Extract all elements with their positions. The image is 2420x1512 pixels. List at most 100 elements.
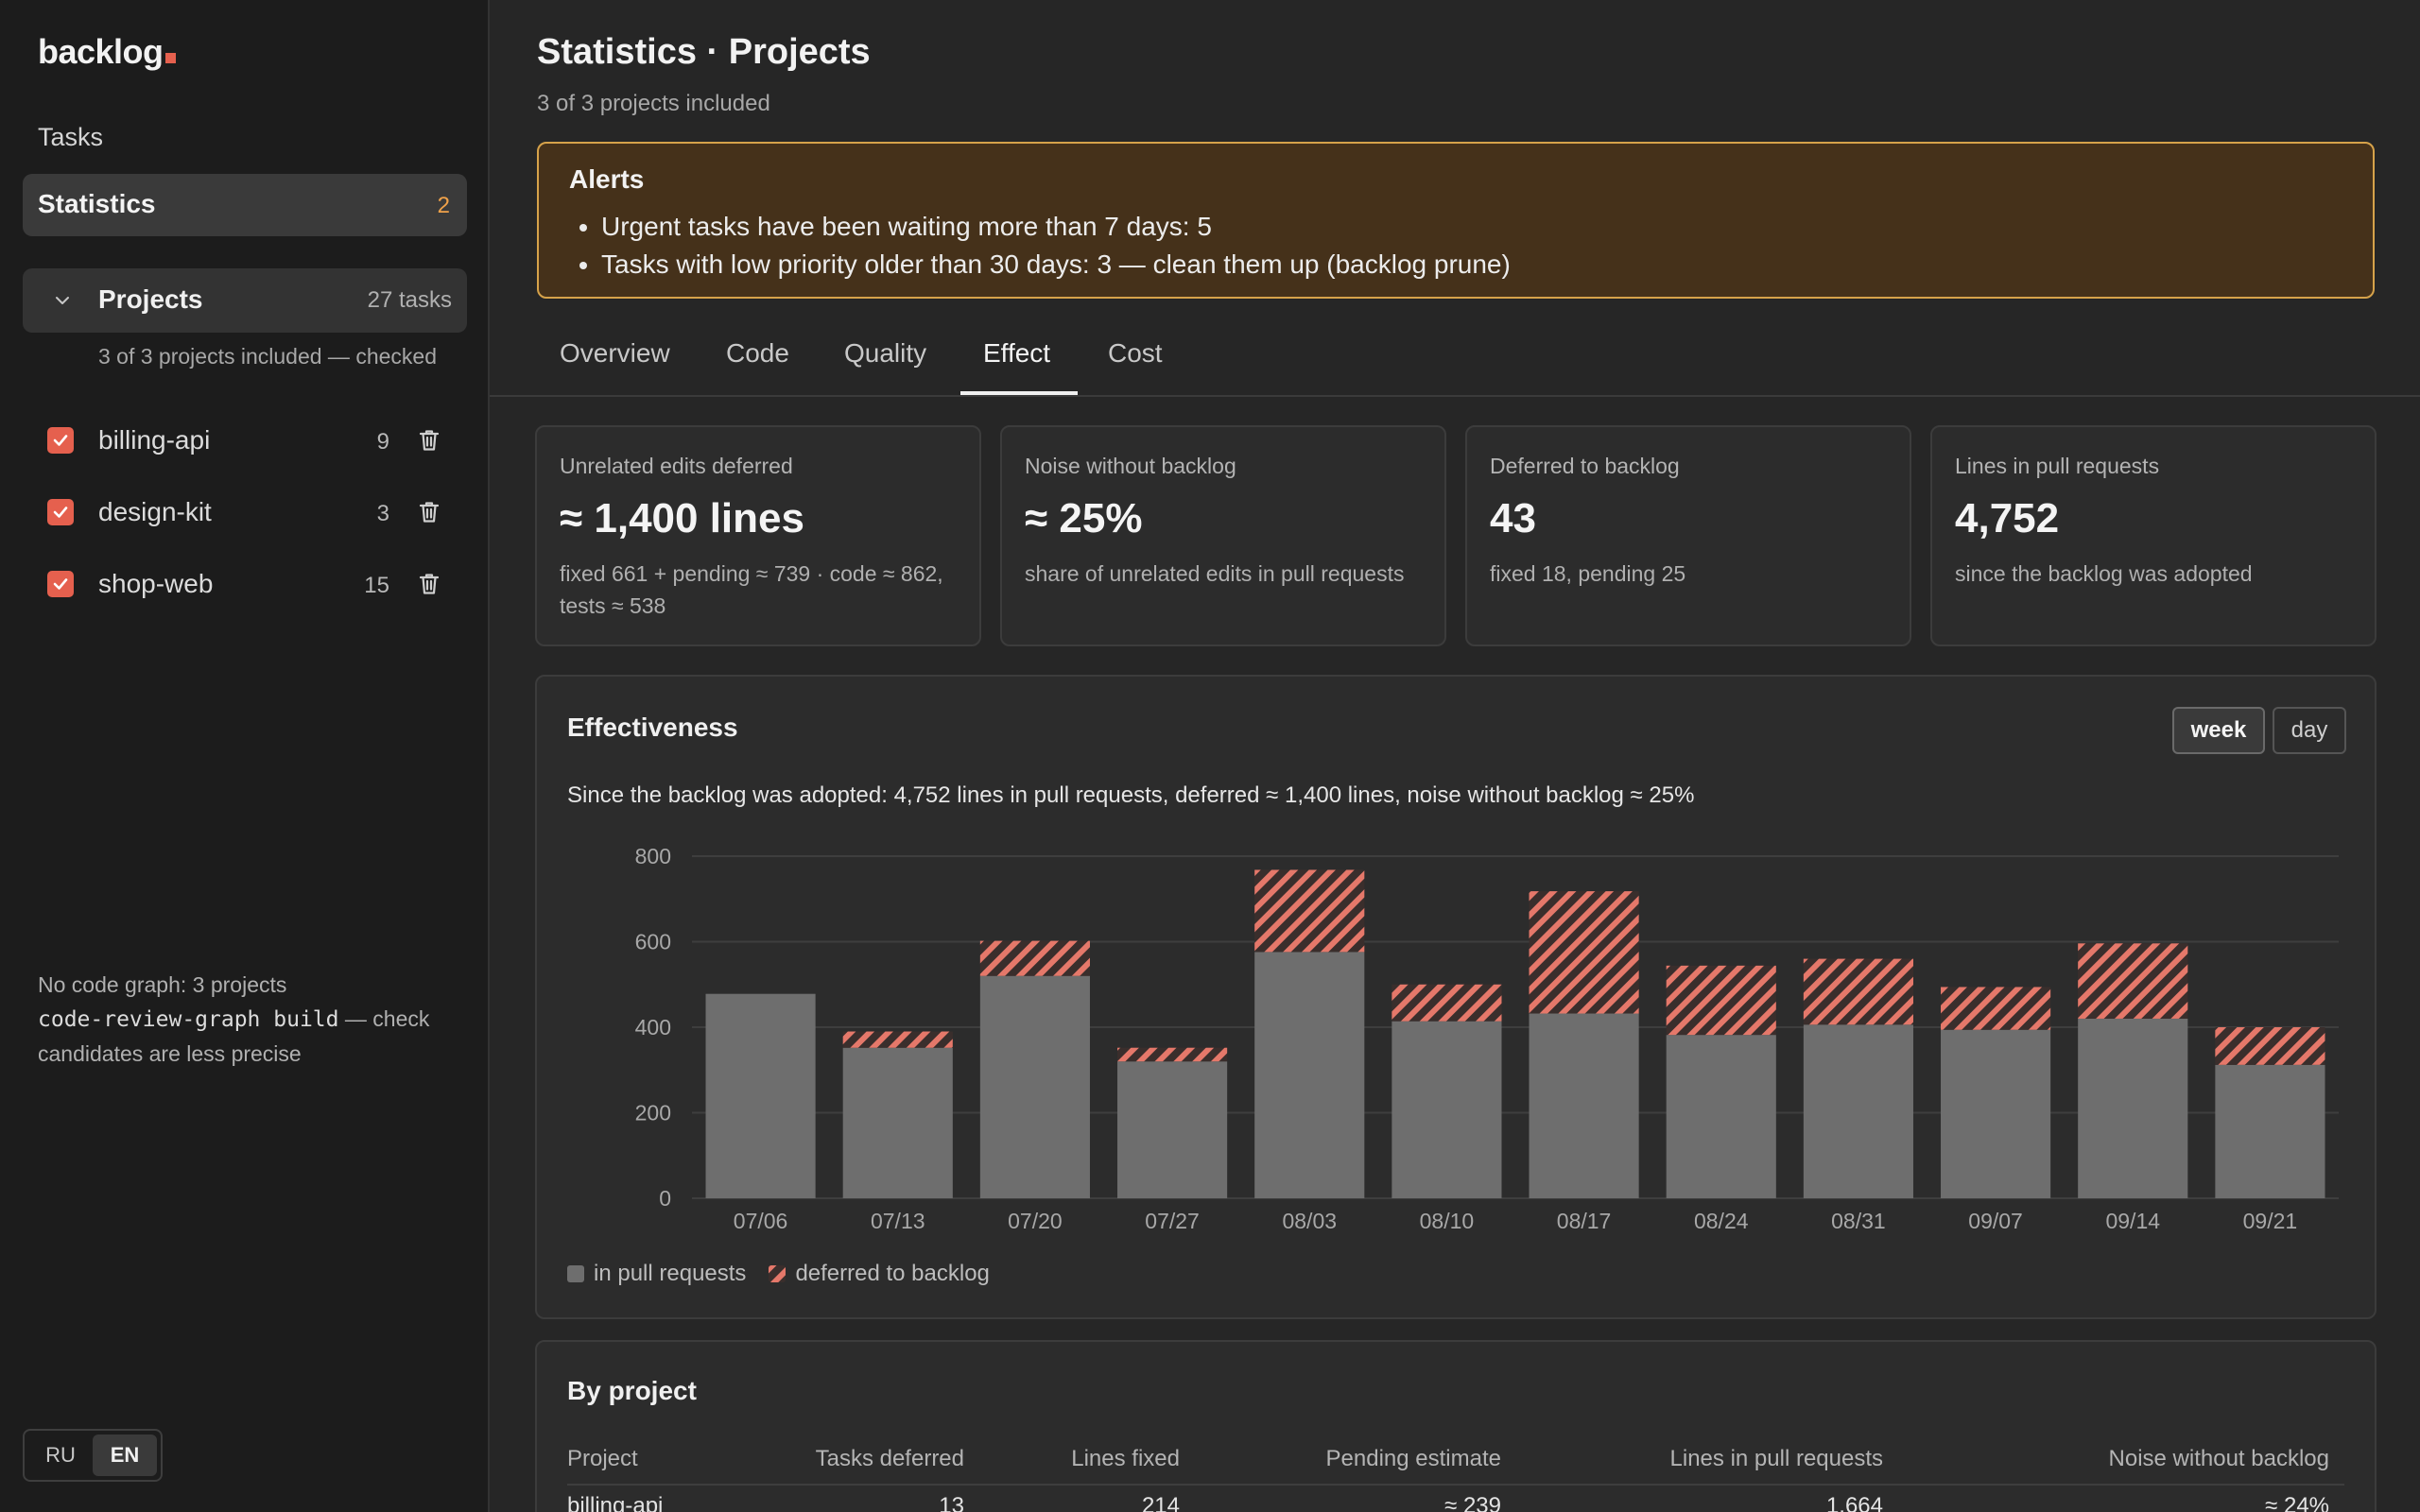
- bar-deferred-to-backlog: [2078, 943, 2188, 1019]
- code-graph-footnote: No code graph: 3 projects code-review-gr…: [38, 968, 463, 1071]
- column-header-noise[interactable]: Noise without backlog: [2108, 1446, 2329, 1471]
- column-header-pr-lines[interactable]: Lines in pull requests: [1669, 1446, 1883, 1471]
- bar-in-pull-requests: [705, 993, 816, 1198]
- legend-swatch-hatched: [769, 1265, 786, 1282]
- trash-icon[interactable]: [416, 427, 442, 454]
- bar-in-pull-requests: [2215, 1064, 2325, 1198]
- legend-item-deferred: deferred to backlog: [769, 1261, 990, 1287]
- chevron-down-icon: [56, 297, 69, 304]
- card-value: ≈ 1,400 lines: [560, 495, 804, 541]
- footnote-command: code-review-graph build: [38, 1007, 339, 1032]
- stat-card-pr-lines: Lines in pull requests 4,752 since the b…: [1930, 425, 2377, 646]
- tab-bar: Overview Code Quality Effect Cost: [490, 321, 2420, 397]
- legend-swatch-solid: [567, 1265, 584, 1282]
- tab-cost[interactable]: Cost: [1108, 338, 1163, 368]
- check-icon: [53, 435, 68, 446]
- trash-icon[interactable]: [416, 571, 442, 597]
- nav-item-tasks[interactable]: Tasks: [38, 123, 104, 151]
- tab-effect[interactable]: Effect: [983, 338, 1051, 368]
- stat-card-noise: Noise without backlog ≈ 25% share of unr…: [1000, 425, 1446, 646]
- project-row-design-kit: design-kit 3: [0, 484, 490, 541]
- lang-en-button[interactable]: EN: [93, 1435, 157, 1476]
- card-value: ≈ 25%: [1025, 495, 1143, 541]
- column-header-project[interactable]: Project: [567, 1446, 638, 1471]
- footnote-line: No code graph: 3 projects: [38, 972, 287, 997]
- project-task-count: 3: [376, 501, 389, 526]
- project-row-billing-api: billing-api 9: [0, 412, 490, 469]
- bar-deferred-to-backlog: [1941, 987, 2051, 1030]
- bar-deferred-to-backlog: [842, 1031, 953, 1048]
- table-cell-lines-fixed: 214: [1141, 1493, 1180, 1512]
- language-switcher: RU EN: [23, 1429, 163, 1482]
- bar-in-pull-requests: [1117, 1061, 1228, 1198]
- stat-card-unrelated-edits: Unrelated edits deferred ≈ 1,400 lines f…: [535, 425, 981, 646]
- project-checkbox[interactable]: [47, 427, 74, 454]
- week-toggle-button[interactable]: week: [2172, 707, 2265, 754]
- lang-ru-button[interactable]: RU: [45, 1443, 76, 1467]
- card-label: Lines in pull requests: [1955, 454, 2160, 478]
- x-tick-label: 08/31: [1831, 1209, 1886, 1233]
- alert-item: Urgent tasks have been waiting more than…: [601, 208, 1511, 246]
- alert-item: Tasks with low priority older than 30 da…: [601, 246, 1511, 284]
- active-tab-indicator: [960, 391, 1078, 395]
- card-description: since the backlog was adopted: [1955, 561, 2253, 586]
- table-header-divider: [567, 1484, 2344, 1486]
- column-header-lines-fixed[interactable]: Lines fixed: [1071, 1446, 1180, 1471]
- bar-deferred-to-backlog: [1392, 984, 1502, 1022]
- bar-deferred-to-backlog: [1529, 891, 1639, 1014]
- card-value: 43: [1490, 495, 1536, 541]
- project-checkbox[interactable]: [47, 571, 74, 597]
- x-tick-label: 07/27: [1145, 1209, 1200, 1233]
- x-tick-label: 09/07: [1968, 1209, 2023, 1233]
- bar-in-pull-requests: [1392, 1021, 1502, 1198]
- card-description: share of unrelated edits in pull request…: [1025, 561, 1405, 586]
- day-toggle-button[interactable]: day: [2273, 707, 2346, 754]
- bar-in-pull-requests: [979, 975, 1090, 1198]
- nav-item-statistics[interactable]: Statistics 2: [23, 174, 467, 236]
- table-cell-project: billing-api: [567, 1493, 664, 1512]
- project-name: billing-api: [98, 425, 211, 455]
- table-cell-noise: ≈ 24%: [2265, 1493, 2329, 1512]
- project-task-count: 15: [364, 573, 389, 598]
- tab-code[interactable]: Code: [726, 338, 789, 368]
- x-tick-label: 08/03: [1282, 1209, 1337, 1233]
- stat-card-deferred: Deferred to backlog 43 fixed 18, pending…: [1465, 425, 1911, 646]
- by-project-title: By project: [567, 1376, 697, 1405]
- nav-badge: 2: [437, 193, 450, 218]
- alerts-box: Alerts Urgent tasks have been waiting mo…: [537, 142, 2375, 299]
- project-checkbox[interactable]: [47, 499, 74, 525]
- y-tick-label: 800: [635, 844, 671, 868]
- bar-in-pull-requests: [1803, 1024, 1913, 1198]
- tab-overview[interactable]: Overview: [560, 338, 670, 368]
- trash-icon[interactable]: [416, 499, 442, 525]
- column-header-pending-estimate[interactable]: Pending estimate: [1325, 1446, 1501, 1471]
- x-tick-label: 07/06: [734, 1209, 788, 1233]
- bar-in-pull-requests: [1254, 952, 1365, 1198]
- x-tick-label: 07/20: [1008, 1209, 1063, 1233]
- projects-group-toggle[interactable]: Projects 27 tasks: [23, 268, 467, 333]
- table-cell-pending-estimate: ≈ 239: [1444, 1493, 1501, 1512]
- y-tick-label: 400: [635, 1015, 671, 1040]
- sidebar: backlog Tasks Statistics 2 Projects 27 t…: [0, 0, 490, 1512]
- tab-quality[interactable]: Quality: [844, 338, 927, 368]
- bar-deferred-to-backlog: [1254, 869, 1365, 953]
- y-tick-label: 600: [635, 930, 671, 954]
- legend-item-pull-requests: in pull requests: [567, 1261, 746, 1287]
- card-label: Deferred to backlog: [1490, 454, 1680, 478]
- y-tick-label: 200: [635, 1101, 671, 1125]
- projects-group-count: 27 tasks: [367, 287, 452, 313]
- effectiveness-caption: Since the backlog was adopted: 4,752 lin…: [567, 782, 1695, 808]
- by-project-panel: By project Project Tasks deferred Lines …: [535, 1340, 2377, 1512]
- x-tick-label: 09/14: [2105, 1209, 2160, 1233]
- effectiveness-panel: Effectiveness week day Since the backlog…: [535, 675, 2377, 1319]
- check-icon: [53, 507, 68, 518]
- x-tick-label: 09/21: [2243, 1209, 2298, 1233]
- card-value: 4,752: [1955, 495, 2060, 541]
- brand-logo[interactable]: backlog: [38, 32, 176, 72]
- page-subtitle: 3 of 3 projects included: [537, 91, 770, 116]
- alerts-list: Urgent tasks have been waiting more than…: [601, 208, 1511, 284]
- check-icon: [53, 578, 68, 590]
- x-tick-label: 08/10: [1420, 1209, 1475, 1233]
- column-header-tasks-deferred[interactable]: Tasks deferred: [815, 1446, 964, 1471]
- nav-item-label: Statistics: [38, 189, 156, 218]
